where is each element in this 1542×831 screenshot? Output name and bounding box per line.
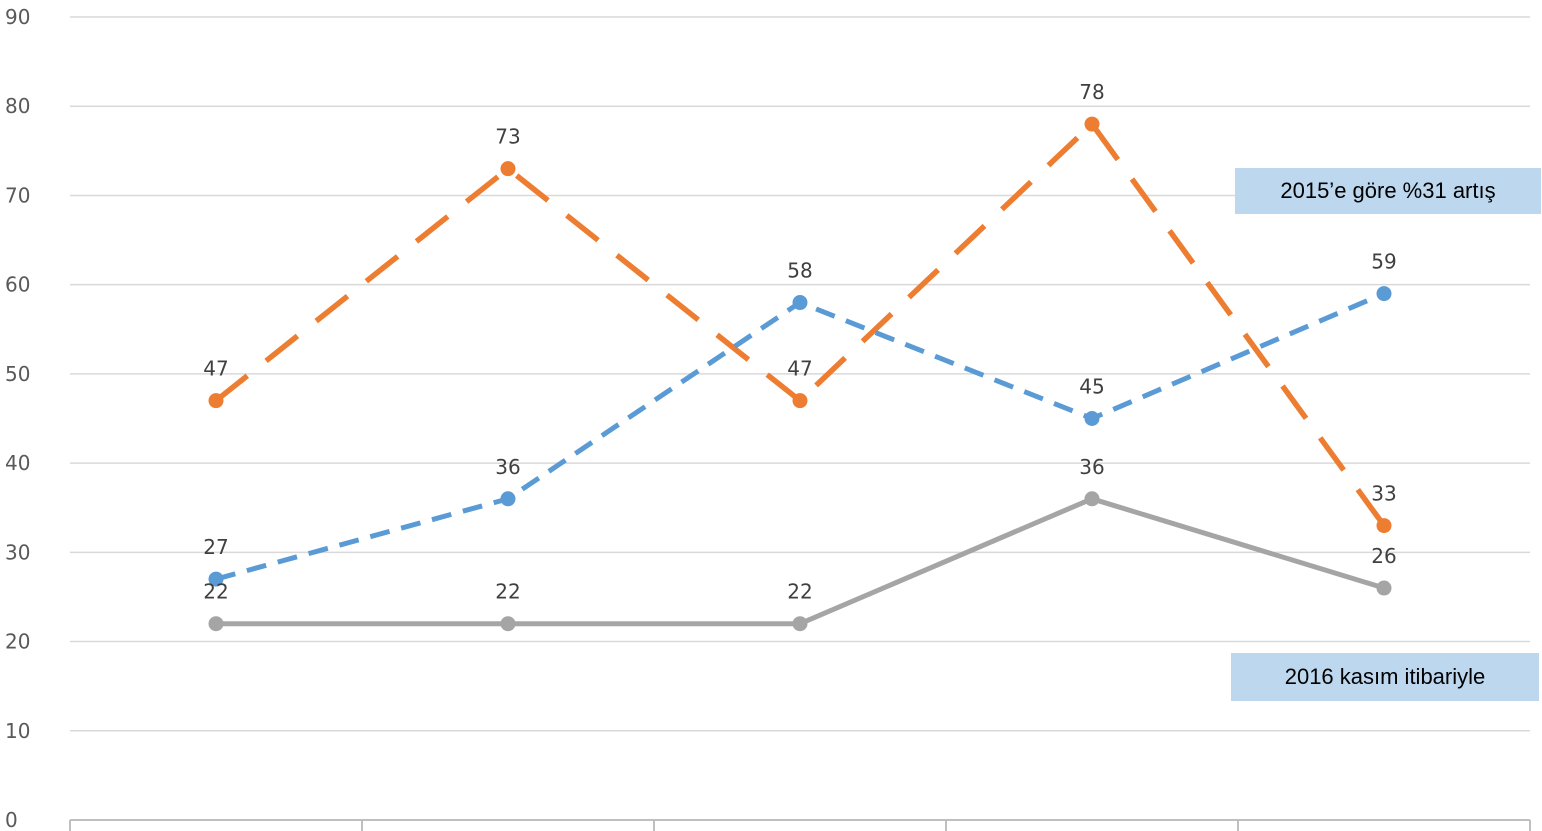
y-tick-label: 10 bbox=[5, 719, 30, 743]
data-point bbox=[208, 571, 224, 587]
y-tick-label: 60 bbox=[5, 273, 30, 297]
series-line-0 bbox=[214, 121, 1387, 528]
y-axis-ticks: 0 10 20 30 40 50 60 70 80 90 bbox=[5, 5, 30, 831]
x-axis: 2012 2013 2014 2015 2016 bbox=[69, 819, 1531, 831]
data-label: 45 bbox=[1079, 375, 1104, 399]
y-tick-label: 50 bbox=[5, 362, 30, 386]
data-label: 36 bbox=[495, 455, 520, 479]
data-point bbox=[500, 616, 516, 632]
data-point bbox=[1084, 411, 1100, 426]
data-label: 22 bbox=[787, 580, 812, 604]
data-label: 36 bbox=[1079, 455, 1104, 479]
data-label: 22 bbox=[203, 580, 228, 604]
data-label: 27 bbox=[203, 535, 228, 559]
annotation-increase: 2015’e göre %31 artış bbox=[1235, 168, 1541, 214]
data-point bbox=[1376, 580, 1392, 596]
data-point bbox=[1084, 116, 1100, 132]
data-point bbox=[1084, 491, 1100, 507]
data-label: 47 bbox=[203, 357, 228, 381]
x-tick-label: 2014 bbox=[775, 829, 826, 831]
x-tick-label: 2013 bbox=[483, 829, 534, 831]
data-label: 26 bbox=[1371, 544, 1396, 568]
data-label: 47 bbox=[787, 357, 812, 381]
data-labels: 47 73 47 78 33 27 36 58 45 59 22 22 22 36 26 bbox=[203, 80, 1396, 604]
data-label: 58 bbox=[787, 259, 812, 283]
y-tick-label: 40 bbox=[5, 451, 30, 475]
y-tick-label: 70 bbox=[5, 183, 30, 207]
x-tick-label: 2012 bbox=[191, 829, 242, 831]
y-tick-label: 20 bbox=[5, 630, 30, 654]
data-label: 78 bbox=[1079, 80, 1104, 104]
data-label: 59 bbox=[1371, 250, 1396, 274]
annotation-november: 2016 kasım itibariyle bbox=[1231, 653, 1539, 701]
data-point bbox=[500, 161, 516, 177]
series-group bbox=[208, 116, 1392, 632]
y-tick-label: 0 bbox=[5, 808, 18, 831]
data-point bbox=[208, 393, 224, 409]
data-point bbox=[1376, 518, 1392, 534]
x-tick-label: 2016 bbox=[1359, 829, 1410, 831]
y-tick-label: 30 bbox=[5, 540, 30, 564]
x-tick-label: 2015 bbox=[1067, 829, 1118, 831]
series-line-2 bbox=[216, 496, 1385, 627]
data-label: 73 bbox=[495, 125, 520, 149]
data-point bbox=[1376, 286, 1392, 302]
data-point bbox=[792, 295, 808, 311]
data-point bbox=[500, 491, 516, 507]
y-tick-label: 80 bbox=[5, 94, 30, 118]
y-tick-label: 90 bbox=[5, 5, 30, 29]
data-label: 22 bbox=[495, 580, 520, 604]
data-point bbox=[792, 616, 808, 632]
data-point bbox=[792, 393, 808, 409]
data-point bbox=[208, 616, 224, 632]
data-label: 33 bbox=[1371, 482, 1396, 506]
